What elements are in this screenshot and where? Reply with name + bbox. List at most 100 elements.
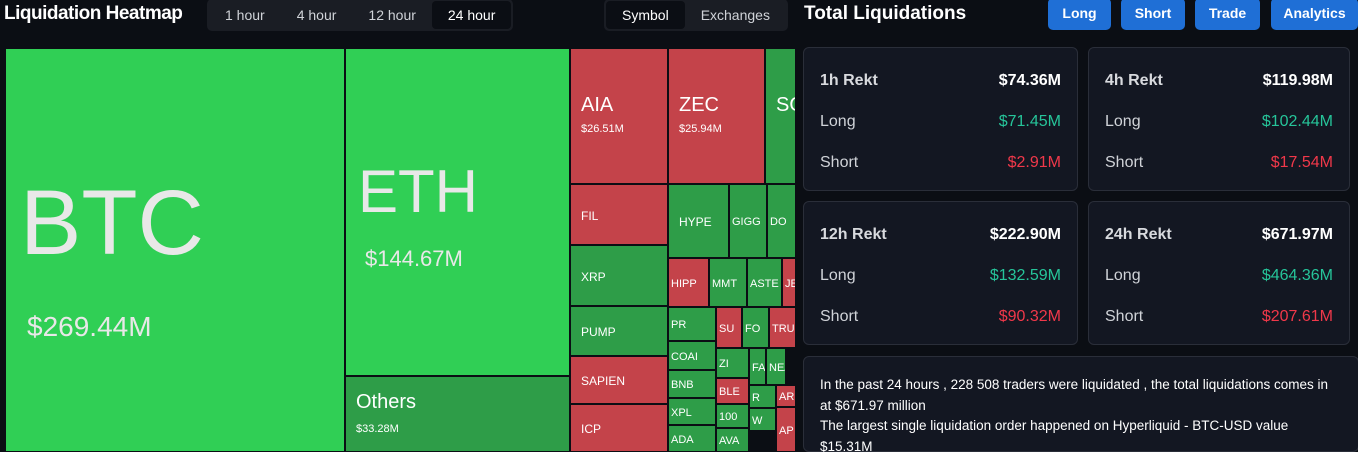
tile-label: BLE (719, 386, 740, 398)
tile[interactable]: XPL (668, 398, 716, 425)
tile[interactable]: SAPIEN (570, 356, 668, 404)
card-row: Short $90.32M (820, 308, 1061, 326)
tile[interactable]: DO (767, 184, 796, 258)
card-row: Long $464.36M (1105, 267, 1333, 285)
card: 4h Rekt $119.98M Long $102.44M Short $17.54M (1088, 47, 1350, 191)
time-tab[interactable]: 1 hour (225, 7, 265, 23)
tile-label: JELLY (785, 277, 795, 290)
tile-label: ETH (358, 158, 478, 225)
row-value: $17.54M (1270, 154, 1333, 171)
card-row: Short $207.61M (1105, 308, 1333, 326)
summary: In the past 24 hours , 228 508 traders w… (803, 356, 1358, 452)
tile-label: HIPP (671, 277, 697, 290)
row-label: Long (820, 113, 856, 130)
view-tabs: Symbol Exchanges (604, 0, 788, 31)
heatmap: BTC $269.44M ETH $144.67M Others $33.28M AIA $2… (5, 48, 796, 452)
view-tab[interactable]: Exchanges (700, 7, 770, 23)
tile[interactable]: COAI (668, 341, 716, 370)
row-value: $464.36M (1261, 267, 1333, 284)
time-tabs: 1 hour 4 hour 12 hour 24 hour (207, 0, 514, 31)
row-value: $71.45M (998, 113, 1061, 130)
card: 24h Rekt $671.97M Long $464.36M Short $207.61… (1088, 201, 1350, 345)
tile[interactable]: JELLY (782, 258, 796, 307)
tile[interactable]: BLE (716, 378, 749, 404)
card-title: 4h Rekt (1105, 72, 1163, 89)
row-label: Long (1105, 113, 1141, 130)
tile-label: AR (779, 391, 795, 403)
card-row: Long $132.59M (820, 267, 1061, 285)
tile-label: ASTE (750, 277, 779, 290)
tile-label: SAPIEN (581, 374, 626, 388)
tile[interactable]: SU (716, 307, 742, 348)
button[interactable]: Analytics (1271, 0, 1358, 30)
tile[interactable]: PR (668, 307, 716, 341)
button[interactable]: Trade (1195, 0, 1260, 30)
row-label: Long (820, 267, 856, 284)
tile-value: $33.28M (356, 423, 399, 435)
tile-label: SOL (776, 94, 795, 116)
card: 1h Rekt $74.36M Long $71.45M Short $2.91M (803, 47, 1078, 191)
tile[interactable]: FA (749, 348, 766, 385)
time-tab[interactable]: 12 hour (368, 7, 416, 23)
row-value: $90.32M (998, 308, 1061, 325)
row-label: Short (1105, 308, 1144, 325)
tile[interactable]: W (749, 408, 776, 431)
tile-label: HYPE (679, 215, 712, 229)
card-total: $671.97M (1261, 226, 1333, 243)
time-tab[interactable]: 4 hour (296, 7, 337, 23)
tile[interactable]: ADA (668, 425, 716, 452)
tile[interactable]: FO (742, 307, 769, 348)
tile[interactable]: AP (776, 407, 796, 452)
card-title: 24h Rekt (1105, 226, 1172, 243)
tile[interactable]: ASTE (747, 258, 782, 307)
panel-title: Total Liquidations (804, 3, 967, 24)
tile[interactable]: TRUMP (769, 307, 796, 348)
button[interactable]: Short (1121, 0, 1185, 30)
tile[interactable]: FIL (570, 184, 668, 245)
tile[interactable]: HYPE (668, 184, 729, 258)
card-row: Long $102.44M (1105, 113, 1333, 131)
button[interactable]: Long (1048, 0, 1111, 30)
tile-label: MMT (712, 277, 738, 290)
tile[interactable]: AIA $26.51M (570, 48, 668, 184)
tile-label: DO (770, 216, 787, 228)
tile[interactable]: BTC $269.44M (5, 48, 345, 452)
tile-label: SU (719, 322, 735, 335)
tile-label: 100 (719, 411, 738, 423)
tile[interactable]: MMT (709, 258, 747, 307)
tile[interactable]: ICP (570, 404, 668, 452)
tile[interactable]: 100 (716, 404, 749, 428)
tile-label: ZEC (679, 94, 719, 116)
row-value: $2.91M (1007, 154, 1061, 171)
tile[interactable]: BNB (668, 370, 716, 398)
tile-value: $269.44M (27, 311, 152, 342)
tile-value: $144.67M (365, 246, 463, 271)
card-header: 1h Rekt $74.36M (820, 72, 1061, 90)
tile[interactable]: ZI (716, 348, 749, 378)
row-value: $102.44M (1261, 113, 1333, 130)
time-tab[interactable]: 24 hour (431, 1, 512, 29)
tile[interactable]: AR (776, 385, 796, 407)
tile[interactable]: R (749, 385, 776, 408)
tile[interactable]: PUMP (570, 306, 668, 356)
tile[interactable]: ETH $144.67M (345, 48, 570, 376)
heatmap-title: Liquidation Heatmap (4, 3, 183, 24)
tile[interactable]: AVA (716, 428, 749, 452)
tile[interactable]: HIPP (668, 258, 709, 307)
card: 12h Rekt $222.90M Long $132.59M Short $90.32M (803, 201, 1078, 345)
tile-label: NEA (769, 361, 785, 374)
tile-label: COAI (671, 350, 698, 363)
card-title: 1h Rekt (820, 72, 878, 89)
tile[interactable]: ZEC $25.94M (668, 48, 765, 184)
tile[interactable]: Others $33.28M (345, 376, 570, 452)
tile-label: GIGG (732, 216, 761, 228)
tile-label: XPL (671, 406, 692, 419)
tile[interactable]: GIGG (729, 184, 767, 258)
tile[interactable]: SOL (765, 48, 796, 184)
view-tab[interactable]: Symbol (606, 1, 685, 29)
tile-value: $26.51M (581, 123, 624, 135)
tile[interactable]: NEA (766, 348, 786, 385)
card-header: 12h Rekt $222.90M (820, 226, 1061, 244)
tile[interactable]: XRP (570, 245, 668, 306)
